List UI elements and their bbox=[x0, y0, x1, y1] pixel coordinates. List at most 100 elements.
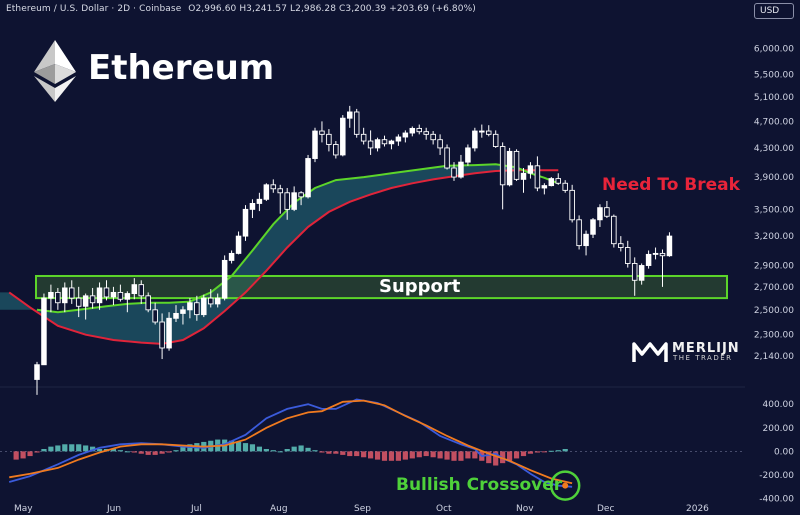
macd-histogram-bar bbox=[513, 451, 520, 459]
time-axis-label: Dec bbox=[597, 504, 614, 514]
candle-body bbox=[340, 117, 346, 156]
macd-histogram-bar bbox=[395, 451, 401, 461]
candle-body bbox=[131, 284, 138, 295]
macd-histogram-bar bbox=[138, 451, 144, 454]
macd-histogram-bar bbox=[368, 451, 374, 459]
candle bbox=[416, 124, 423, 135]
candle-body bbox=[520, 172, 527, 180]
macd-histogram-bar bbox=[27, 451, 33, 457]
candle bbox=[55, 287, 61, 310]
macd-histogram-bar bbox=[409, 451, 415, 459]
candle bbox=[451, 162, 457, 181]
macd-histogram-bar bbox=[41, 449, 47, 452]
macd-histogram-bar bbox=[284, 449, 290, 452]
brand-title: Ethereum bbox=[88, 48, 275, 88]
price-tick-label: 2,140.00 bbox=[754, 352, 794, 362]
price-tick-label: 3,500.00 bbox=[754, 205, 794, 215]
candle bbox=[555, 173, 562, 185]
macd-histogram-bar bbox=[173, 450, 179, 452]
candle bbox=[430, 131, 436, 145]
candle-body bbox=[138, 284, 144, 297]
candle-body bbox=[590, 219, 596, 235]
candle bbox=[312, 127, 318, 163]
candle bbox=[228, 250, 235, 264]
macd-histogram-bar bbox=[534, 451, 540, 453]
candle bbox=[367, 130, 374, 155]
candle-body bbox=[611, 215, 617, 245]
candle-body bbox=[645, 253, 652, 266]
candle-body bbox=[48, 291, 54, 299]
candle-body bbox=[221, 259, 228, 299]
macd-histogram-bar bbox=[374, 451, 381, 460]
candle-body bbox=[444, 147, 450, 169]
candle-body bbox=[145, 295, 151, 311]
candle bbox=[444, 144, 450, 170]
candle bbox=[152, 302, 158, 325]
candle-body bbox=[492, 133, 499, 147]
candle-body bbox=[173, 312, 179, 319]
price-tick-label: 2,700.00 bbox=[754, 283, 794, 293]
currency-button[interactable]: USD bbox=[754, 3, 794, 19]
candle bbox=[347, 105, 353, 128]
candle bbox=[402, 130, 409, 143]
candle-body bbox=[242, 208, 249, 237]
candle-body bbox=[472, 130, 478, 149]
candle-body bbox=[360, 133, 367, 142]
candle bbox=[270, 179, 277, 193]
macd-histogram-bar bbox=[131, 451, 137, 453]
candle bbox=[340, 115, 346, 157]
candle bbox=[242, 205, 249, 241]
macd-histogram-bar bbox=[458, 451, 464, 461]
macd-histogram-bar bbox=[500, 451, 506, 464]
watermark-name: MERLIJN bbox=[672, 341, 740, 356]
macd-histogram-bar bbox=[472, 451, 478, 459]
macd-histogram-bar bbox=[493, 451, 499, 466]
ma-ribbon-fill bbox=[0, 164, 531, 344]
candle-body bbox=[214, 297, 221, 305]
candle-body bbox=[652, 252, 659, 255]
price-tick-label: 2,900.00 bbox=[754, 262, 794, 272]
candle-body bbox=[166, 317, 172, 349]
macd-histogram-bar bbox=[347, 451, 353, 457]
candle bbox=[68, 280, 75, 304]
candle-body bbox=[347, 111, 353, 119]
candle bbox=[187, 298, 193, 319]
macd-histogram-bar bbox=[20, 451, 26, 459]
candle bbox=[326, 129, 332, 152]
candle-body bbox=[458, 161, 464, 178]
candle bbox=[472, 127, 478, 152]
merlijn-logo-icon bbox=[632, 342, 668, 362]
candle bbox=[492, 130, 499, 148]
candle bbox=[499, 142, 506, 210]
candle bbox=[388, 139, 395, 150]
candle-body bbox=[277, 188, 284, 194]
candle bbox=[75, 286, 82, 318]
macd-histogram-bar bbox=[312, 450, 318, 452]
macd-histogram-bar bbox=[48, 446, 54, 452]
macd-histogram-bar bbox=[541, 451, 547, 453]
macd-histogram-bar bbox=[117, 450, 123, 452]
candle-body bbox=[256, 198, 263, 204]
macd-histogram-bar bbox=[13, 451, 19, 460]
macd-histogram-bar bbox=[340, 451, 346, 455]
candle-body bbox=[159, 321, 165, 349]
signal-line bbox=[9, 399, 573, 485]
price-tick-label: 2,300.00 bbox=[754, 331, 794, 341]
ohlc-readout: O2,996.60 H3,241.57 L2,986.28 C3,200.39 … bbox=[188, 4, 476, 14]
candle bbox=[89, 287, 96, 309]
macd-histogram-bar bbox=[437, 451, 443, 459]
candle-body bbox=[618, 243, 624, 248]
macd-histogram-bar bbox=[235, 441, 242, 452]
candle-body bbox=[34, 364, 40, 380]
price-tick-label: 4,300.00 bbox=[754, 144, 794, 154]
candle bbox=[117, 284, 124, 302]
candle bbox=[180, 306, 186, 325]
price-tick-label: 3,900.00 bbox=[754, 173, 794, 183]
candle-body bbox=[534, 165, 541, 189]
time-axis-label: 2026 bbox=[686, 504, 709, 514]
candle bbox=[305, 154, 311, 199]
chart-header: Ethereum / U.S. Dollar · 2D · Coinbase O… bbox=[6, 4, 476, 14]
candle-body bbox=[451, 167, 457, 178]
candle bbox=[291, 186, 297, 212]
candle-body bbox=[201, 297, 207, 316]
